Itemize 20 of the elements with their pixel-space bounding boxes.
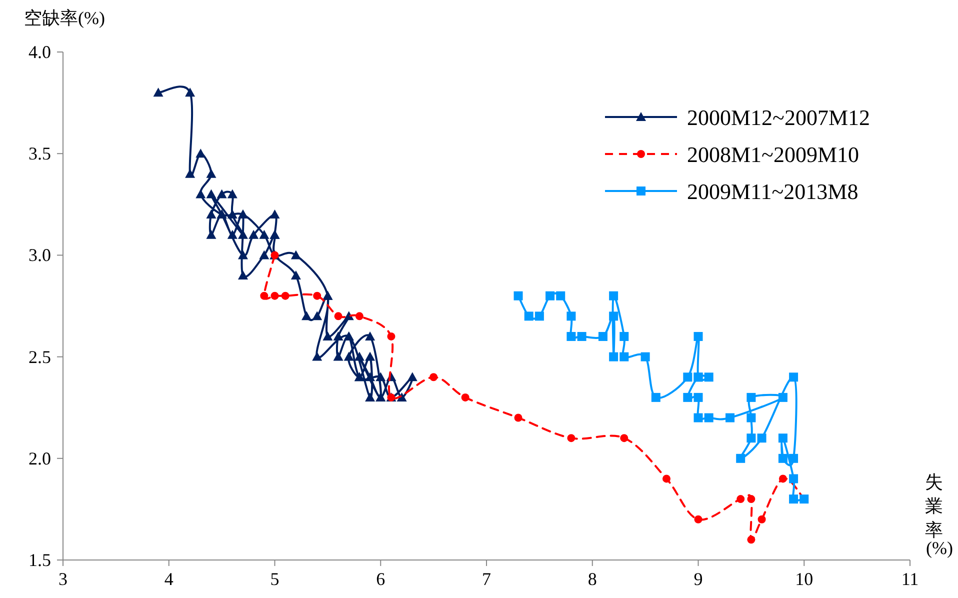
legend-label: 2008M1~2009M10 [687,142,860,167]
y-tick-label: 1.5 [28,550,51,570]
y-tick-label: 3.5 [28,144,51,164]
x-tick-label: 4 [164,569,174,589]
legend-label: 2009M11~2013M8 [687,179,858,204]
x-tick-label: 9 [694,569,703,589]
y-tick-label: 2.0 [28,448,51,468]
x-tick-label: 3 [58,569,68,589]
x-tick-label: 5 [270,569,280,589]
x-tick-label: 10 [795,569,814,589]
x-tick-label: 6 [376,569,386,589]
x-tick-label: 8 [588,569,597,589]
y-tick-label: 3.0 [28,245,51,266]
x-axis-title: 失業率(%) [925,472,953,558]
x-tick-label: 7 [482,569,491,589]
y-tick-label: 2.5 [28,346,51,367]
y-axis-title: 空缺率(%) [24,8,105,28]
x-tick-label: 11 [901,569,919,589]
legend-label: 2000M12~2007M12 [687,105,870,130]
y-tick-label: 4.0 [28,42,51,62]
